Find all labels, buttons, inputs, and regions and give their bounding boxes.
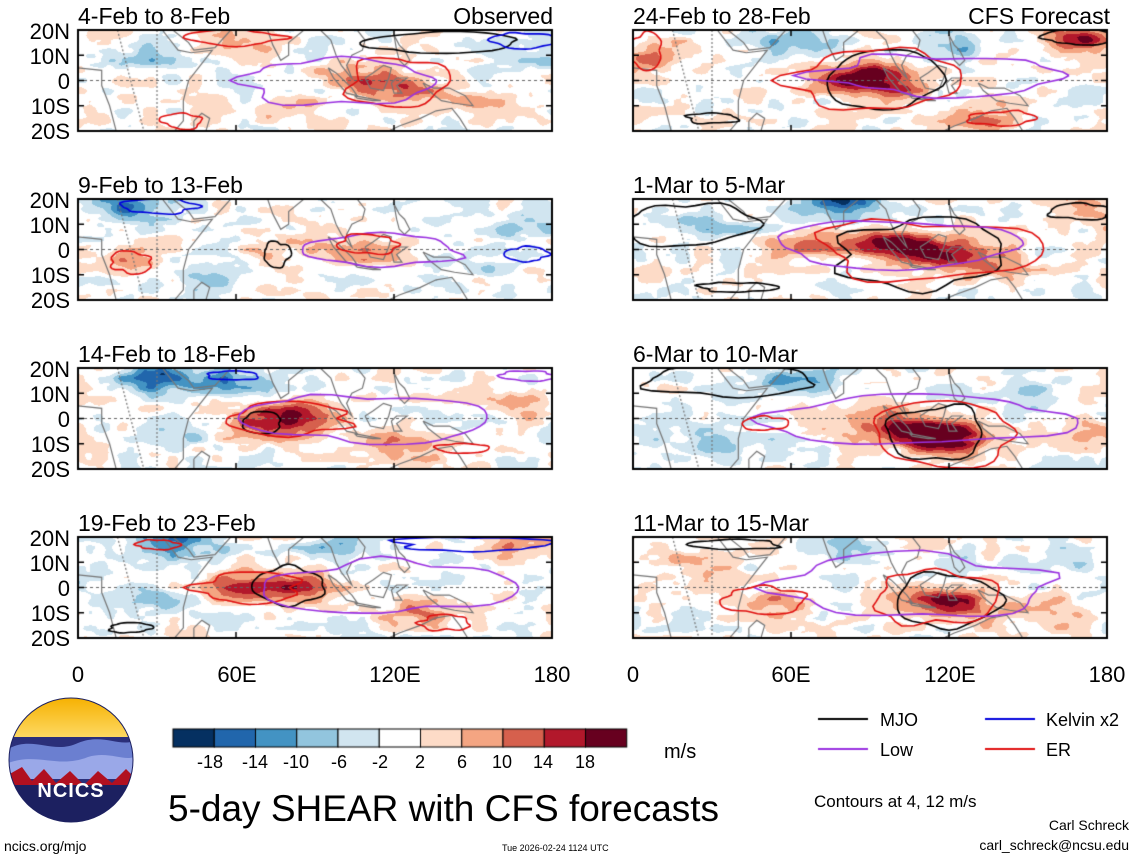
column-label-forecast: CFS Forecast bbox=[968, 3, 1110, 29]
colorbar-label: 10 bbox=[491, 752, 513, 772]
y-tick-label: 0 bbox=[57, 576, 70, 601]
colorbar-label: 6 bbox=[456, 752, 468, 772]
panel-title: 6-Mar to 10-Mar bbox=[633, 341, 798, 367]
legend-label-kelvin: Kelvin x2 bbox=[1046, 710, 1120, 730]
y-tick-label: 10S bbox=[30, 263, 70, 288]
colorbar-label: 18 bbox=[574, 752, 596, 772]
contour-note: Contours at 4, 12 m/s bbox=[814, 792, 977, 811]
y-tick-label: 0 bbox=[57, 238, 70, 263]
colorbar-label: -10 bbox=[282, 752, 310, 772]
column-label-observed: Observed bbox=[453, 3, 553, 29]
ncics-logo: NCICS bbox=[8, 697, 134, 823]
panel-title: 9-Feb to 13-Feb bbox=[78, 172, 243, 198]
y-tick-label: 20S bbox=[30, 626, 70, 651]
chart-title: 5-day SHEAR with CFS forecasts bbox=[168, 788, 720, 829]
colorbar-label: -2 bbox=[371, 752, 389, 772]
colorbar-label: 14 bbox=[532, 752, 554, 772]
colorbar-label: 2 bbox=[414, 752, 426, 772]
colorbar-label: -14 bbox=[241, 752, 269, 772]
colorbar-label: -6 bbox=[330, 752, 348, 772]
panel-title: 24-Feb to 28-Feb bbox=[633, 3, 811, 29]
y-tick-label: 10N bbox=[29, 44, 70, 69]
y-tick-label: 20N bbox=[29, 188, 70, 213]
y-tick-label: 10S bbox=[30, 432, 70, 457]
x-tick-label: 60E bbox=[771, 662, 811, 687]
panel-title: 14-Feb to 18-Feb bbox=[78, 341, 256, 367]
y-tick-label: 10N bbox=[29, 213, 70, 238]
x-tick-label: 120E bbox=[924, 662, 976, 687]
legend-label-low: Low bbox=[880, 740, 914, 760]
y-tick-label: 20N bbox=[29, 526, 70, 551]
legend-label-mjo: MJO bbox=[880, 710, 918, 730]
y-tick-label: 10N bbox=[29, 382, 70, 407]
footer-url: ncics.org/mjo bbox=[4, 838, 87, 854]
panel-title: 4-Feb to 8-Feb bbox=[78, 3, 231, 29]
panel-title: 1-Mar to 5-Mar bbox=[633, 172, 786, 198]
footer-timestamp: Tue 2026-02-24 1124 UTC bbox=[502, 843, 609, 853]
y-tick-label: 20N bbox=[29, 357, 70, 382]
author-email: carl_schreck@ncsu.edu bbox=[979, 837, 1129, 853]
y-tick-label: 10N bbox=[29, 551, 70, 576]
y-tick-label: 20S bbox=[30, 457, 70, 482]
logo-text: NCICS bbox=[37, 780, 104, 802]
y-tick-label: 10S bbox=[30, 94, 70, 119]
y-tick-label: 0 bbox=[57, 69, 70, 94]
panel-title: 19-Feb to 23-Feb bbox=[78, 510, 256, 536]
y-tick-label: 0 bbox=[57, 407, 70, 432]
x-tick-label: 180 bbox=[533, 662, 571, 687]
x-tick-label: 120E bbox=[369, 662, 421, 687]
y-tick-label: 20N bbox=[29, 19, 70, 44]
x-tick-label: 180 bbox=[1088, 662, 1126, 687]
x-tick-label: 60E bbox=[217, 662, 257, 687]
y-tick-label: 20S bbox=[30, 288, 70, 313]
colorbar-label: -18 bbox=[196, 752, 224, 772]
panel-title: 11-Mar to 15-Mar bbox=[633, 510, 809, 536]
y-tick-label: 10S bbox=[30, 601, 70, 626]
legend-label-er: ER bbox=[1046, 740, 1072, 760]
x-tick-label: 0 bbox=[71, 662, 85, 687]
colorbar-units: m/s bbox=[664, 741, 697, 763]
x-tick-label: 0 bbox=[626, 662, 640, 687]
author-name: Carl Schreck bbox=[1048, 817, 1129, 833]
y-tick-label: 20S bbox=[30, 119, 70, 144]
